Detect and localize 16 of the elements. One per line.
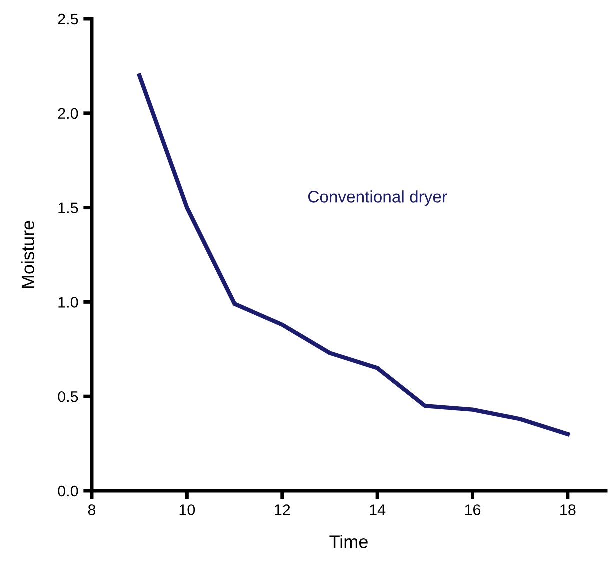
text: Conventional dryer [308, 190, 448, 206]
x-axis-title: Time [330, 535, 368, 548]
y-tick-label: 0.0 [58, 486, 78, 497]
x-tick-label: 14 [370, 504, 386, 516]
x-tick-label: 16 [465, 504, 481, 516]
y-tick-label: 1.5 [58, 202, 78, 214]
y-tick-label: 2.5 [58, 14, 78, 25]
line-series [138, 74, 570, 436]
y-tick-label: 2.0 [58, 108, 78, 120]
y-axis-title: Moisture [21, 221, 35, 288]
x-tick-label: 8 [88, 504, 96, 516]
x-tick-label: 18 [560, 504, 576, 516]
y-tick-label: 0.5 [58, 391, 78, 402]
x-tick-label: 12 [275, 504, 290, 516]
x-tick-label: 10 [180, 504, 196, 516]
y-tick-label: 1.0 [58, 297, 78, 308]
